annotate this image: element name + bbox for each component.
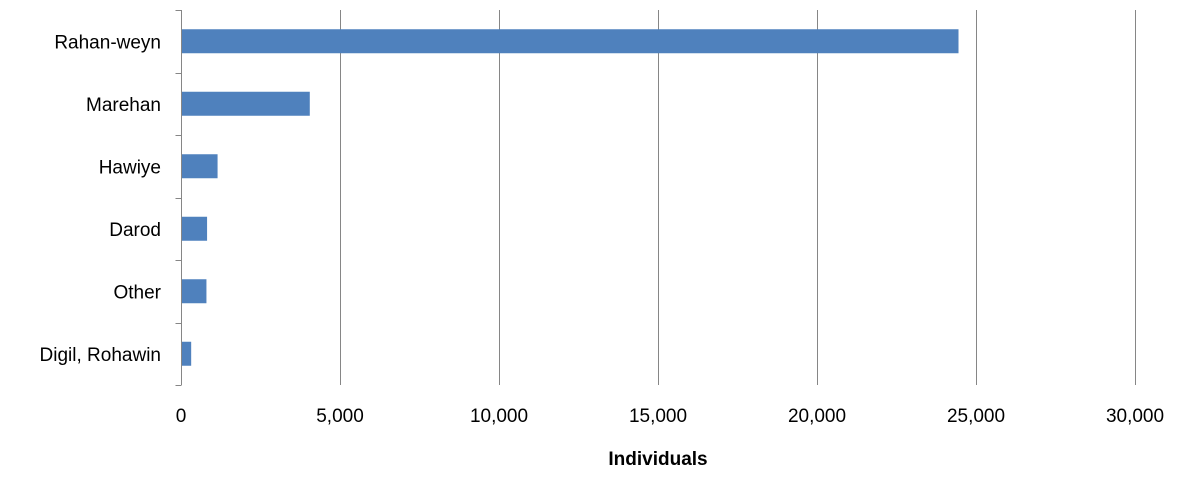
x-tick-label: 15,000 xyxy=(629,406,687,427)
bar xyxy=(182,29,959,54)
axes xyxy=(175,10,182,386)
category-label: Other xyxy=(113,282,161,303)
bars xyxy=(182,29,959,366)
bar xyxy=(182,279,207,304)
x-tick-label: 10,000 xyxy=(470,406,528,427)
category-label: Hawiye xyxy=(99,157,161,178)
bar xyxy=(182,154,218,179)
bar xyxy=(182,216,208,241)
category-label: Rahan-weyn xyxy=(54,32,161,53)
x-tick-label: 20,000 xyxy=(788,406,846,427)
x-axis-title: Individuals xyxy=(608,449,707,470)
x-tick-label: 25,000 xyxy=(947,406,1005,427)
category-label: Digil, Rohawin xyxy=(40,345,161,366)
x-tick-label: 30,000 xyxy=(1106,406,1164,427)
category-label: Darod xyxy=(109,220,161,241)
labels: Rahan-weyn Marehan Hawiye Darod Other Digil, … xyxy=(40,32,1165,427)
bar xyxy=(182,341,192,366)
x-tick-label: 5,000 xyxy=(316,406,364,427)
category-label: Marehan xyxy=(86,95,161,116)
gridlines xyxy=(340,10,1136,385)
bar xyxy=(182,91,310,116)
x-tick-label: 0 xyxy=(176,406,187,427)
